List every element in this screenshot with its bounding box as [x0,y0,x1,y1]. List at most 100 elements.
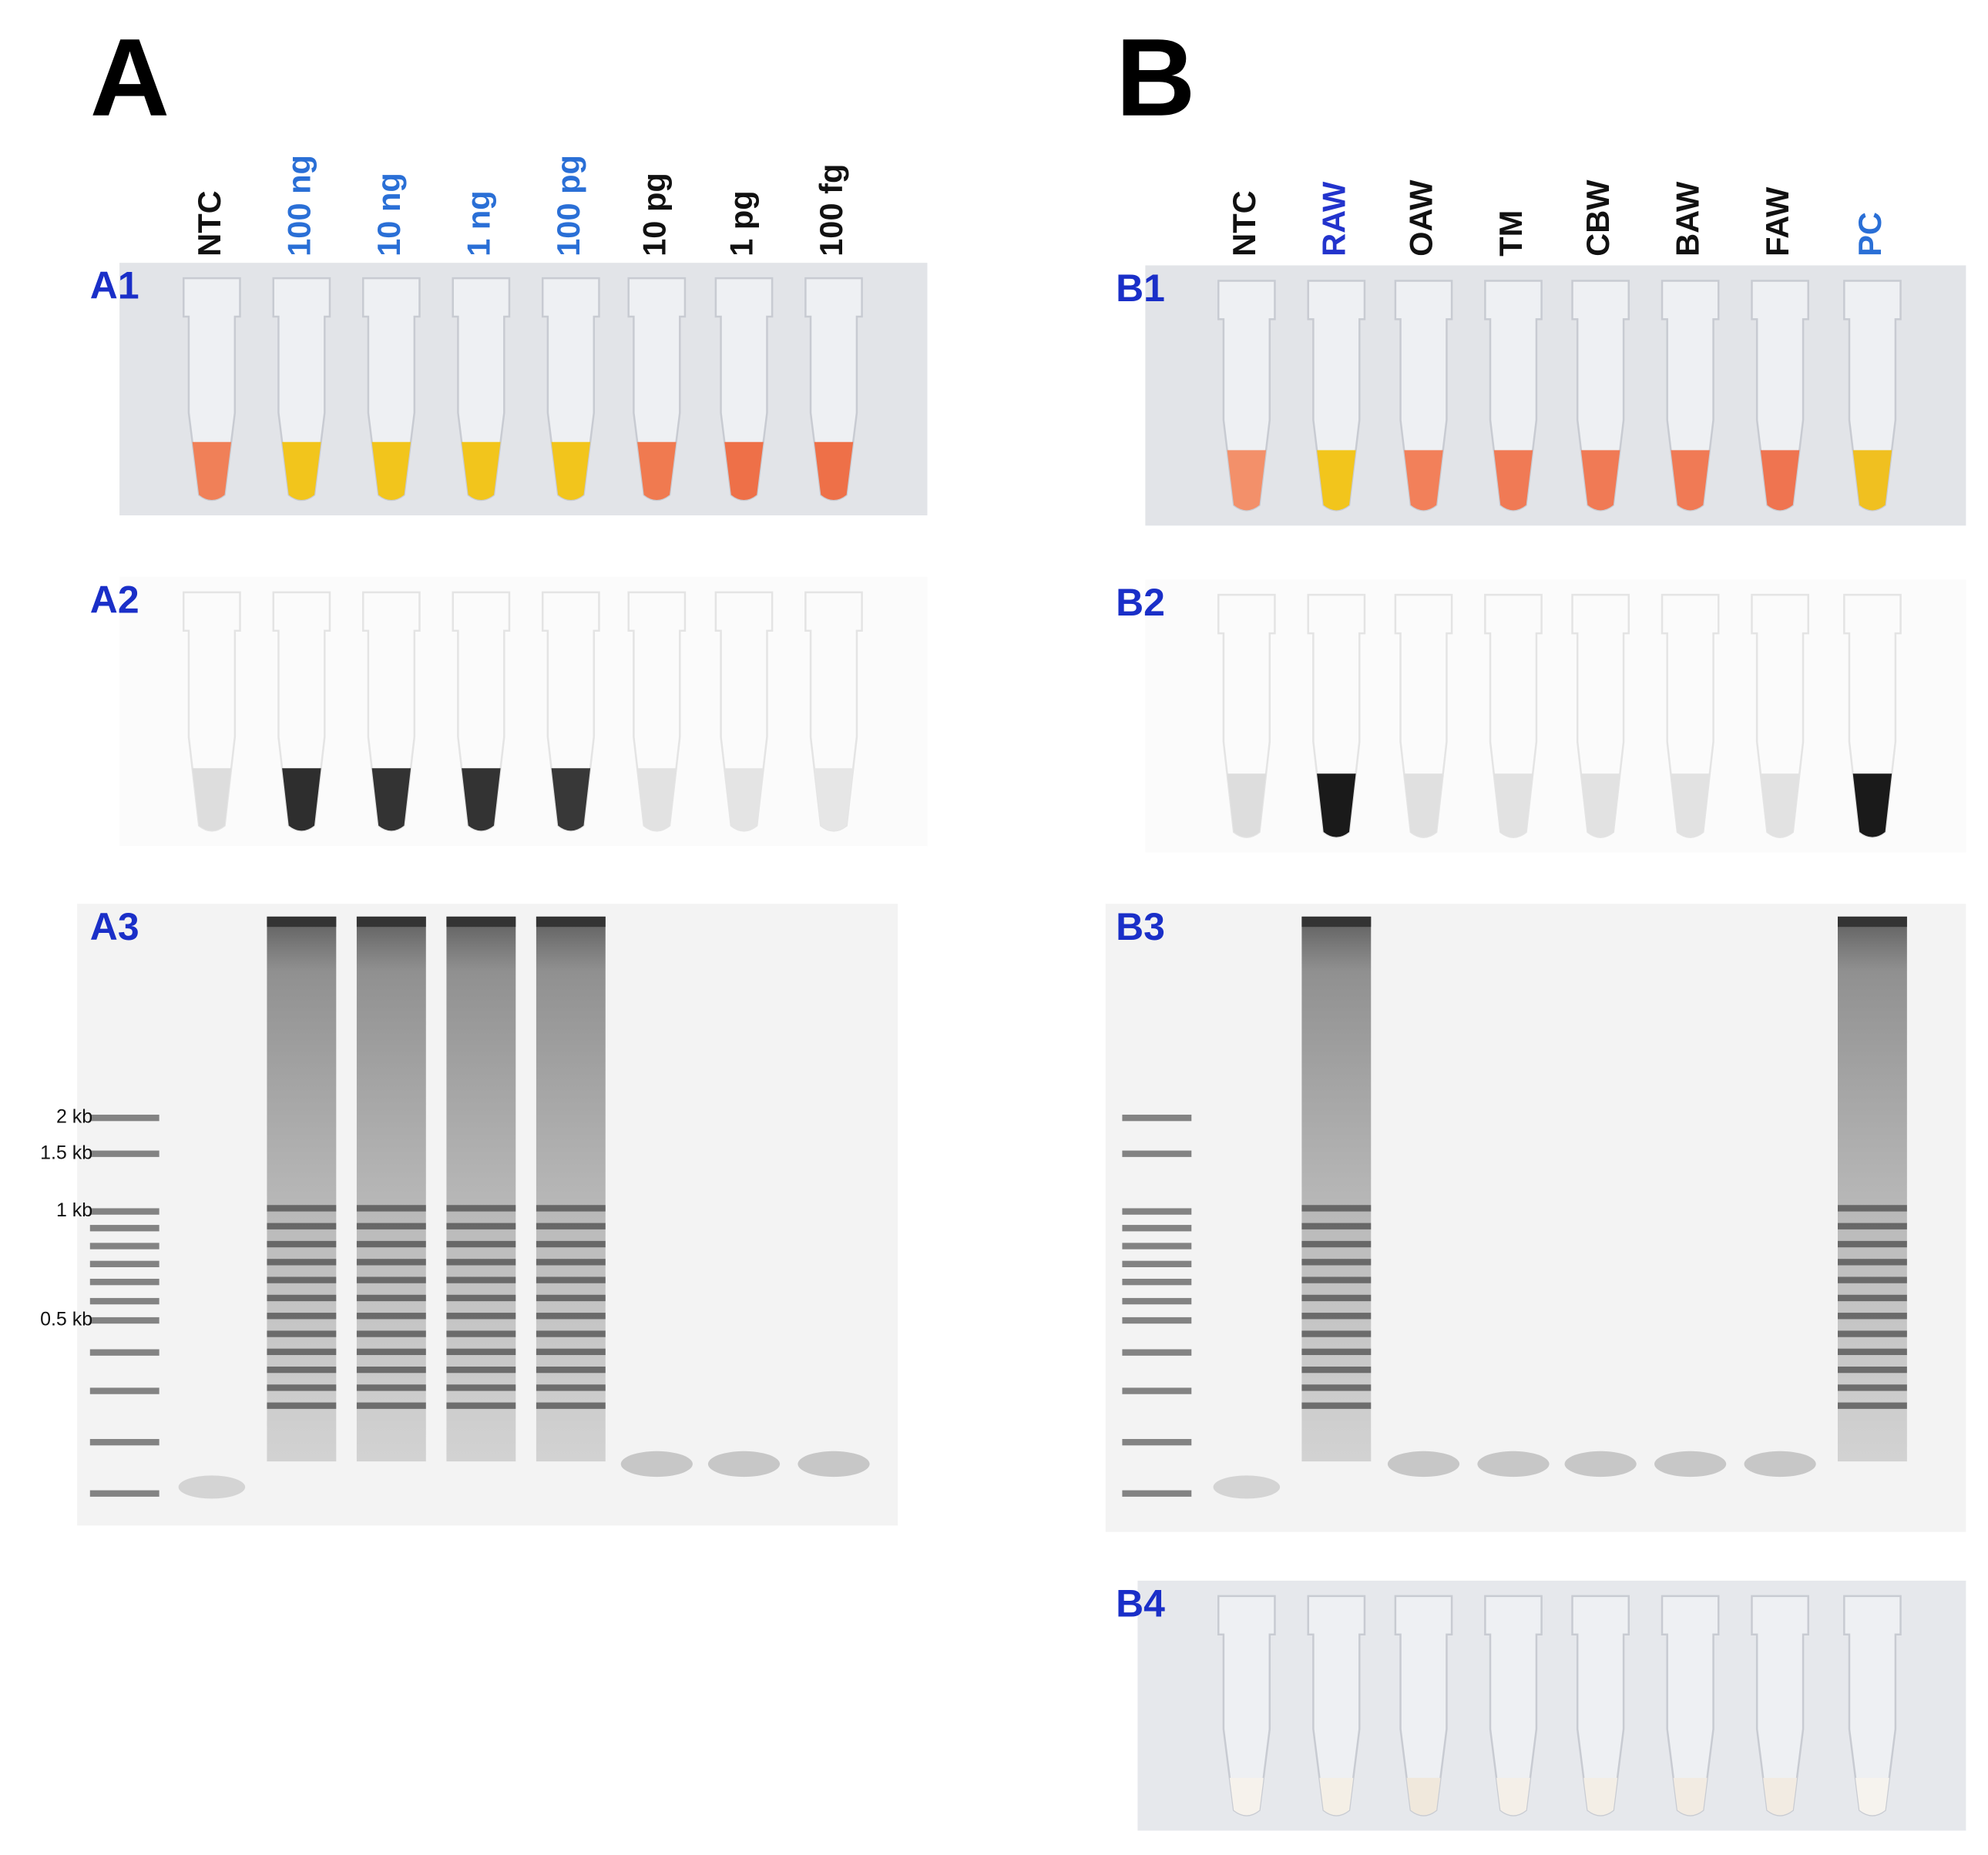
gel-band [536,1313,606,1320]
lane-label: 100 fg [813,164,849,257]
gel-band [267,1384,337,1391]
gel-band [1301,1348,1372,1355]
fluorescence-signal [637,768,677,831]
reaction-liquid [1760,450,1800,511]
primer-dimer [620,1451,693,1478]
gel-band [356,1384,426,1391]
gel-smear [536,916,606,1462]
panel-letter: B [1116,16,1195,139]
fluorescence-signal [371,768,411,831]
ladder-band [89,1297,160,1305]
ladder-band [1122,1225,1192,1232]
subpanel-label: A3 [90,905,139,948]
gel-band [1301,1313,1372,1320]
gel-band [1301,1294,1372,1302]
lane-label: PC [1852,212,1888,257]
fluorescence-signal [1760,773,1800,837]
gel-band [1837,1259,1907,1266]
primer-dimer [1744,1451,1816,1478]
primer-dimer [1387,1451,1460,1478]
gel-band [356,1294,426,1302]
photo-panel [119,576,928,847]
primer-dimer [1654,1451,1727,1478]
lane-label: NTC [191,190,227,256]
gel-band [1837,1366,1907,1374]
ladder-label: 2 kb [56,1106,92,1128]
reaction-liquid [462,441,501,501]
ladder-band [89,1150,160,1157]
primer-dimer [798,1451,870,1478]
gel-smear [446,916,516,1462]
ladder-label: 0.5 kb [40,1309,92,1330]
gel-band [446,1313,516,1320]
lane-label: BAW [1670,181,1706,257]
gel-band [1301,1330,1372,1337]
gel-band [536,1348,606,1355]
gel [1105,904,1966,1532]
reaction-liquid [282,441,321,501]
lane-label: RAW [1315,181,1352,257]
ladder-band [1122,1260,1192,1267]
gel-band [446,1240,516,1248]
pellet [1496,1777,1530,1816]
gel-band [356,1240,426,1248]
gel-band [1837,1348,1907,1355]
pellet [1229,1777,1264,1816]
gel-band [356,1366,426,1374]
gel-band [356,1330,426,1337]
gel-band [1837,1402,1907,1409]
reaction-liquid [637,441,677,501]
photo-panel [1145,579,1966,853]
ladder-band [89,1208,160,1215]
fluorescence-signal [282,768,321,831]
ladder-band [89,1278,160,1286]
gel-band [356,1259,426,1266]
lane-label: TM [1493,210,1529,257]
gel-band [536,1294,606,1302]
fluorescence-signal [1317,773,1356,837]
photo-panel [119,263,928,515]
gel-band [267,1240,337,1248]
ladder-band [1122,1150,1192,1157]
ladder-band [1122,1438,1192,1446]
gel-band [1837,1276,1907,1283]
ladder-band [1122,1297,1192,1305]
gel-band [267,1259,337,1266]
ladder-band [1122,1490,1192,1497]
lane-label: 100 ng [280,155,317,257]
well-band [1301,916,1372,928]
gel-smear [1837,916,1907,1462]
ladder-label: 1 kb [56,1199,92,1221]
fluorescence-signal [1227,773,1267,837]
fluorescence-signal [814,768,854,831]
lane-label: CBW [1580,179,1616,257]
gel-band [536,1276,606,1283]
reaction-liquid [192,441,232,501]
reaction-liquid [371,441,411,501]
gel-band [446,1276,516,1283]
lane-label: FAW [1759,186,1795,257]
gel-band [356,1348,426,1355]
gel-band [1837,1240,1907,1248]
reaction-liquid [1404,450,1443,511]
ladder-band [89,1317,160,1324]
subpanel-label: B3 [1116,905,1165,948]
gel-band [356,1402,426,1409]
fluorescence-signal [192,768,232,831]
gel-band [536,1330,606,1337]
lane-label: NTC [1226,190,1262,256]
gel-band [267,1276,337,1283]
fluorescence-signal [1404,773,1443,837]
ladder-band [89,1387,160,1394]
lane-label: 10 pg [636,173,672,257]
gel-band [267,1348,337,1355]
ladder-band [89,1243,160,1250]
ladder-band [1122,1278,1192,1286]
gel-band [1837,1384,1907,1391]
pellet [1583,1777,1618,1816]
gel-band [446,1330,516,1337]
ladder-band [1122,1114,1192,1122]
lane-label: OAW [1402,179,1439,257]
